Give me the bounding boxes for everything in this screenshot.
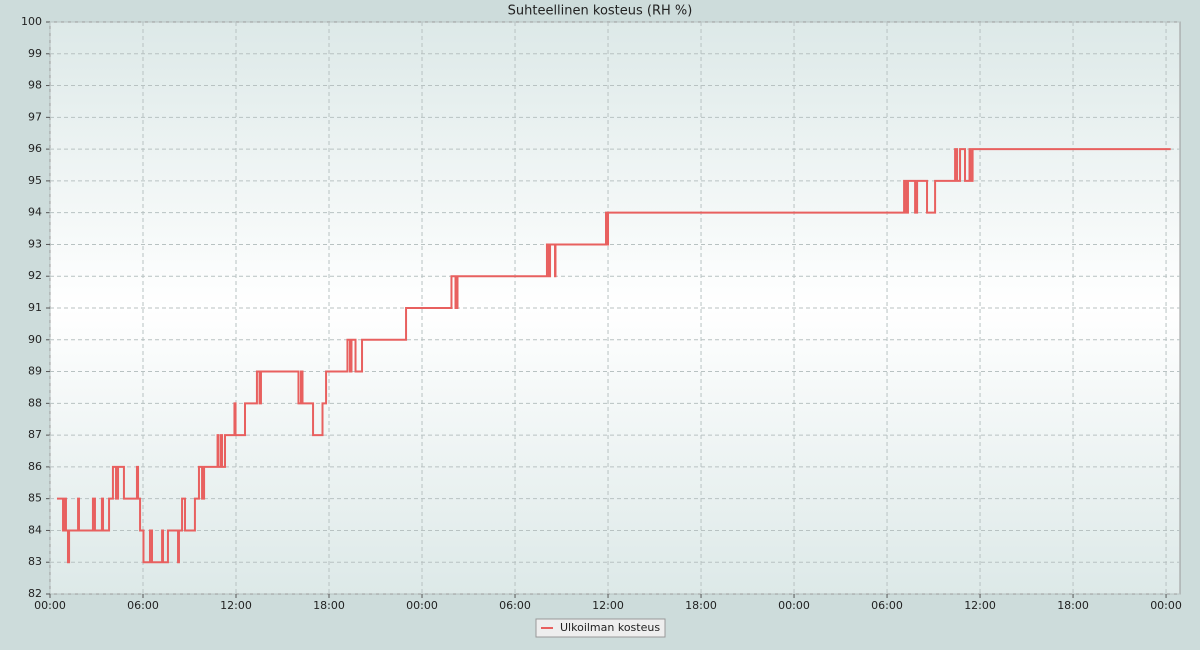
y-tick-label: 100 [21, 15, 42, 28]
y-tick-label: 91 [28, 301, 42, 314]
x-tick-label: 12:00 [592, 599, 624, 612]
y-tick-label: 92 [28, 269, 42, 282]
legend: Ulkoilman kosteus [535, 618, 666, 638]
x-tick-label: 12:00 [964, 599, 996, 612]
x-tick-label: 18:00 [1057, 599, 1089, 612]
legend-label: Ulkoilman kosteus [560, 621, 660, 634]
x-tick-label: 18:00 [685, 599, 717, 612]
y-tick-label: 95 [28, 174, 42, 187]
x-tick-label: 00:00 [406, 599, 438, 612]
y-tick-label: 93 [28, 237, 42, 250]
x-tick-label: 00:00 [1150, 599, 1182, 612]
y-tick-label: 88 [28, 396, 42, 409]
y-tick-label: 99 [28, 47, 42, 60]
y-tick-label: 94 [28, 206, 42, 219]
y-tick-label: 96 [28, 142, 42, 155]
y-tick-label: 83 [28, 555, 42, 568]
y-tick-label: 97 [28, 110, 42, 123]
x-tick-label: 00:00 [34, 599, 66, 612]
y-tick-label: 98 [28, 79, 42, 92]
y-tick-label: 84 [28, 523, 42, 536]
x-tick-label: 06:00 [127, 599, 159, 612]
y-tick-label: 87 [28, 428, 42, 441]
x-tick-label: 12:00 [220, 599, 252, 612]
chart-title: Suhteellinen kosteus (RH %) [508, 4, 693, 19]
y-tick-label: 90 [28, 333, 42, 346]
y-tick-label: 85 [28, 492, 42, 505]
legend-box [535, 618, 666, 638]
y-tick-label: 86 [28, 460, 42, 473]
data-line [56, 148, 1171, 564]
x-tick-label: 00:00 [778, 599, 810, 612]
y-tick-label: 82 [28, 587, 42, 600]
x-tick-label: 18:00 [313, 599, 345, 612]
x-tick-label: 06:00 [499, 599, 531, 612]
x-tick-label: 06:00 [871, 599, 903, 612]
y-tick-label: 89 [28, 365, 42, 378]
